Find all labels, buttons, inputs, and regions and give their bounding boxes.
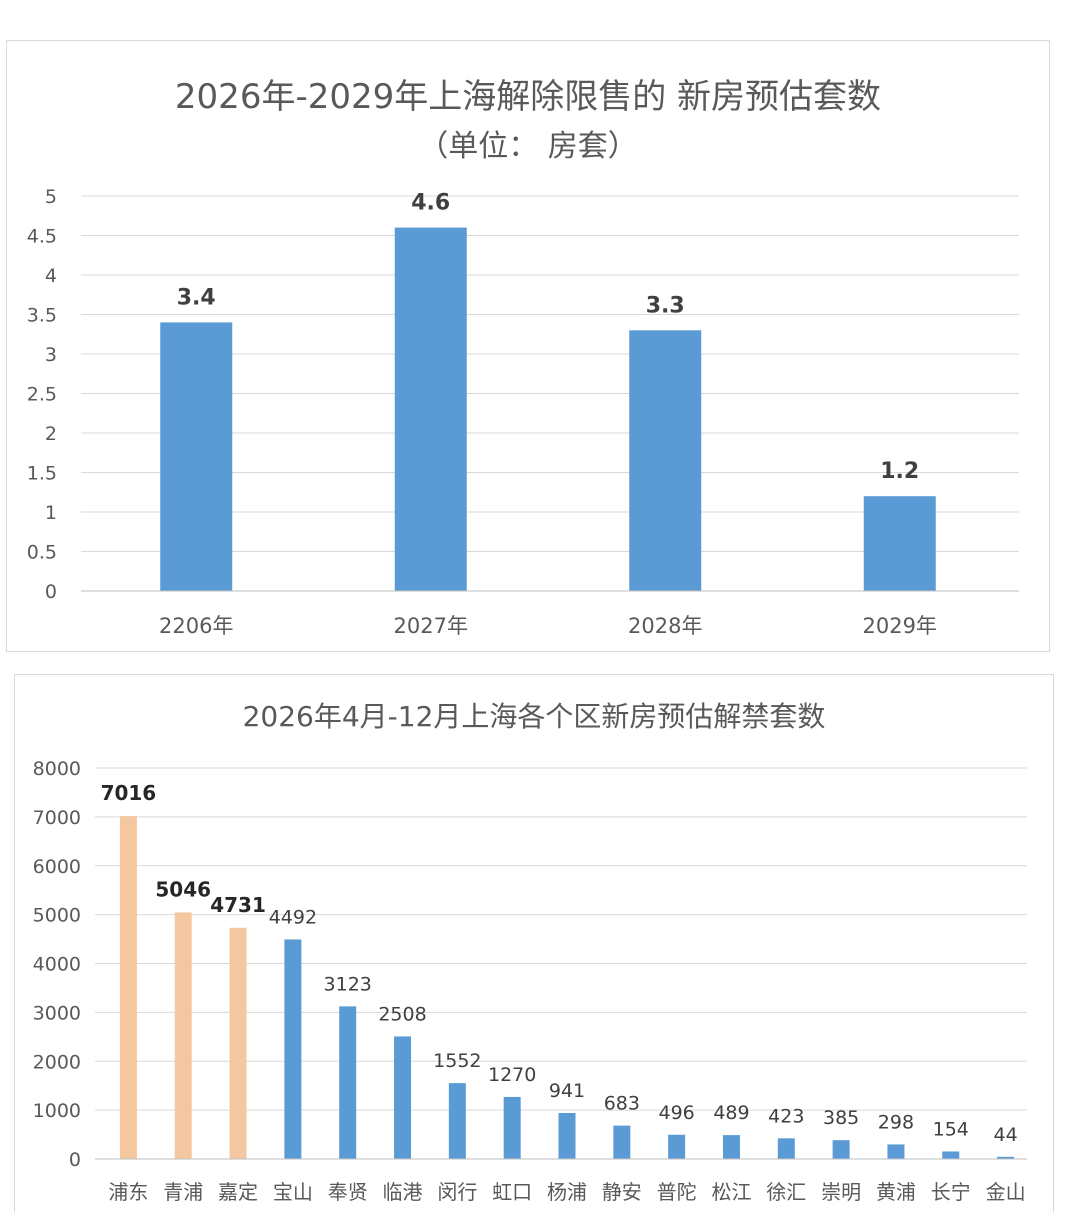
x-tick-label: 杨浦 — [547, 1180, 587, 1204]
chart-title: 2026年-2029年上海解除限售的 新房预估套数 — [174, 77, 882, 117]
bar — [229, 927, 247, 1159]
x-tick-label: 嘉定 — [218, 1180, 258, 1204]
chart-subtitle: （单位： 房套） — [418, 129, 638, 164]
bar — [119, 816, 137, 1159]
bar — [722, 1135, 740, 1159]
x-tick-label: 2206年 — [159, 614, 233, 638]
bar — [777, 1138, 795, 1159]
chart-panel-district: 2026年4月-12月上海各个区新房预估解禁套数 0 1000 2000 3000 40… — [14, 674, 1054, 1212]
y-tick-label: 3.5 — [27, 305, 57, 327]
x-tick-label: 松江 — [711, 1180, 751, 1204]
x-tick-label: 闵行 — [437, 1180, 477, 1204]
bar — [284, 939, 302, 1159]
x-tick-label: 奉贤 — [328, 1180, 368, 1204]
data-label: 4731 — [210, 893, 266, 917]
y-tick-label: 0 — [69, 1149, 81, 1171]
bar — [832, 1140, 850, 1159]
y-tick-label: 1.5 — [27, 463, 57, 485]
district-bar-chart: 0 1000 2000 3000 4000 5000 6000 7000 8000 7016 浦东 5… — [33, 758, 1027, 1204]
bar — [394, 227, 467, 591]
x-tick-label: 宝山 — [273, 1180, 313, 1204]
data-label: 2508 — [378, 1003, 426, 1025]
y-tick-label: 8000 — [33, 758, 81, 780]
y-tick-label: 0 — [45, 581, 57, 603]
bar — [887, 1144, 905, 1159]
data-label: 1552 — [433, 1050, 481, 1072]
chart-title: 2026年4月-12月上海各个区新房预估解禁套数 — [242, 700, 826, 733]
x-tick-label: 长宁 — [931, 1180, 971, 1204]
bar — [558, 1113, 576, 1159]
y-tick-label: 7000 — [33, 807, 81, 829]
bar — [448, 1083, 466, 1159]
bar — [394, 1036, 412, 1159]
data-label: 1.2 — [880, 459, 919, 484]
data-label: 3.3 — [646, 293, 685, 318]
y-tick-label: 2000 — [33, 1051, 81, 1073]
data-label: 3123 — [324, 973, 372, 995]
data-label: 489 — [713, 1102, 749, 1124]
y-tick-label: 3000 — [33, 1002, 81, 1024]
data-label: 4.6 — [411, 191, 450, 216]
bar — [942, 1151, 960, 1159]
x-tick-label: 普陀 — [657, 1180, 697, 1204]
data-label: 496 — [659, 1102, 695, 1124]
y-tick-label: 5 — [45, 186, 57, 208]
y-tick-label: 1000 — [33, 1100, 81, 1122]
data-label: 683 — [604, 1093, 640, 1115]
data-label: 4492 — [269, 906, 317, 928]
bar — [339, 1006, 357, 1159]
data-label: 5046 — [155, 877, 211, 901]
x-tick-label: 崇明 — [821, 1180, 861, 1204]
data-label: 1270 — [488, 1064, 536, 1086]
bar — [160, 322, 233, 591]
y-tick-label: 6000 — [33, 856, 81, 878]
bar — [997, 1156, 1015, 1159]
data-label: 154 — [933, 1118, 969, 1140]
y-tick-label: 2.5 — [27, 384, 57, 406]
bar — [613, 1125, 631, 1159]
bar — [503, 1096, 521, 1159]
data-label: 423 — [768, 1105, 804, 1127]
y-tick-label: 4000 — [33, 954, 81, 976]
bar — [668, 1134, 686, 1159]
y-tick-label: 4 — [45, 265, 57, 287]
x-tick-label: 浦东 — [108, 1180, 148, 1204]
x-tick-label: 虹口 — [492, 1180, 532, 1204]
data-label: 941 — [549, 1080, 585, 1102]
x-tick-label: 徐汇 — [766, 1180, 806, 1204]
y-tick-label: 4.5 — [27, 226, 57, 248]
data-label: 385 — [823, 1107, 859, 1129]
x-tick-label: 2027年 — [394, 614, 468, 638]
y-tick-label: 5000 — [33, 905, 81, 927]
y-tick-label: 1 — [45, 502, 57, 524]
x-tick-label: 2029年 — [863, 614, 937, 638]
x-tick-label: 金山 — [986, 1180, 1026, 1204]
yearly-bar-chart: 0 0.5 1 1.5 2 2.5 3 3.5 4 4.5 5 3.4 2206年 4.6 2027年 3.3… — [27, 186, 1019, 638]
data-label: 44 — [993, 1124, 1017, 1146]
data-label: 298 — [878, 1111, 914, 1133]
x-tick-label: 黄浦 — [876, 1180, 916, 1204]
y-tick-label: 0.5 — [27, 542, 57, 564]
x-tick-label: 静安 — [602, 1180, 642, 1204]
y-tick-label: 2 — [45, 423, 57, 445]
bar — [629, 330, 702, 591]
data-label: 7016 — [101, 781, 157, 805]
y-tick-label: 3 — [45, 344, 57, 366]
x-tick-label: 临港 — [383, 1180, 423, 1204]
bar — [863, 496, 936, 591]
data-label: 3.4 — [177, 285, 216, 310]
bar — [174, 912, 192, 1159]
x-tick-label: 2028年 — [628, 614, 702, 638]
x-tick-label: 青浦 — [163, 1180, 203, 1204]
chart-panel-yearly: 2026年-2029年上海解除限售的 新房预估套数 （单位： 房套） 0 0.5 1… — [6, 40, 1050, 652]
